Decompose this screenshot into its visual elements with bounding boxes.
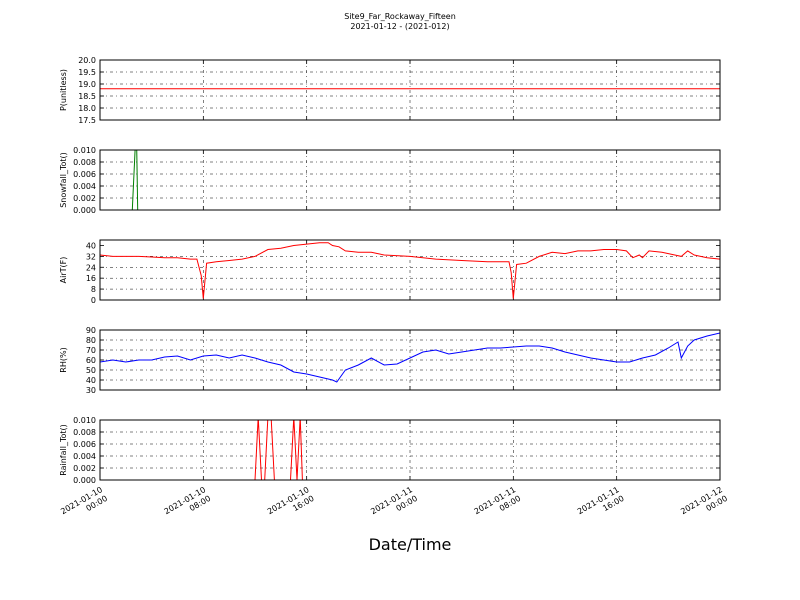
- y-tick-label: 0.004: [73, 182, 96, 191]
- panel-1: 0.000 0.002 0.004 0.006 0.008 0.010 Snowfall_T…: [59, 146, 721, 215]
- y-tick-label: 0.006: [73, 170, 96, 179]
- y-tick-label: 0.002: [73, 464, 96, 473]
- x-axis-label: Date/Time: [369, 535, 452, 554]
- y-tick-label: 0.008: [73, 158, 96, 167]
- y-tick-label: 18.5: [78, 92, 96, 101]
- y-tick-label: 16: [86, 274, 96, 283]
- y-axis-label: RH(%): [59, 347, 68, 372]
- panel-frame: [99, 59, 721, 121]
- y-tick-label: 0.000: [73, 476, 96, 485]
- chart-subtitle: 2021-01-12 - (2021-012): [350, 22, 449, 31]
- y-axis-label: P(unitless): [59, 69, 68, 111]
- y-axis-label: Rainfall_Tot(): [59, 424, 68, 476]
- y-tick-label: 90: [86, 326, 96, 335]
- y-tick-label: 17.5: [78, 116, 96, 125]
- y-tick-label: 18.0: [78, 104, 96, 113]
- panel-frame: [99, 329, 721, 391]
- y-tick-label: 50: [86, 366, 96, 375]
- y-tick-label: 32: [86, 252, 96, 261]
- y-axis-label: Snowfall_Tot(): [59, 152, 68, 208]
- y-tick-label: 0.004: [73, 452, 96, 461]
- panel-0: 17.5 18.0 18.5 19.0 19.5 20.0 P(unitless): [59, 56, 721, 125]
- y-tick-label: 19.5: [78, 68, 96, 77]
- y-tick-label: 24: [86, 263, 96, 272]
- y-tick-label: 0.010: [73, 146, 96, 155]
- y-tick-label: 40: [86, 241, 96, 250]
- y-tick-label: 0: [91, 296, 96, 305]
- y-tick-label: 70: [86, 346, 96, 355]
- y-tick-label: 0.008: [73, 428, 96, 437]
- panel-2: 0 8 16 24 32 40 AirT(F): [59, 239, 721, 305]
- y-tick-label: 0.000: [73, 206, 96, 215]
- y-tick-label: 0.006: [73, 440, 96, 449]
- panel-frame: [99, 149, 721, 211]
- y-tick-label: 0.010: [73, 416, 96, 425]
- y-tick-label: 8: [91, 285, 96, 294]
- y-axis-label: AirT(F): [59, 257, 68, 284]
- y-tick-label: 40: [86, 376, 96, 385]
- y-tick-label: 80: [86, 336, 96, 345]
- series-line: [100, 420, 720, 480]
- panel-4: 0.000 0.002 0.004 0.006 0.008 0.010 Rainfall_T…: [59, 416, 721, 485]
- panel-frame: [99, 239, 721, 301]
- panel-frame: [99, 419, 721, 481]
- y-tick-label: 0.002: [73, 194, 96, 203]
- chart-title: Site9_Far_Rockaway_Fifteen: [344, 12, 456, 21]
- y-tick-label: 30: [86, 386, 96, 395]
- y-tick-label: 20.0: [78, 56, 96, 65]
- series-line: [100, 332, 720, 383]
- y-tick-label: 19.0: [78, 80, 96, 89]
- series-line: [100, 242, 720, 299]
- y-tick-label: 60: [86, 356, 96, 365]
- panels: 17.5 18.0 18.5 19.0 19.5 20.0 P(unitless) 0.000…: [59, 56, 721, 485]
